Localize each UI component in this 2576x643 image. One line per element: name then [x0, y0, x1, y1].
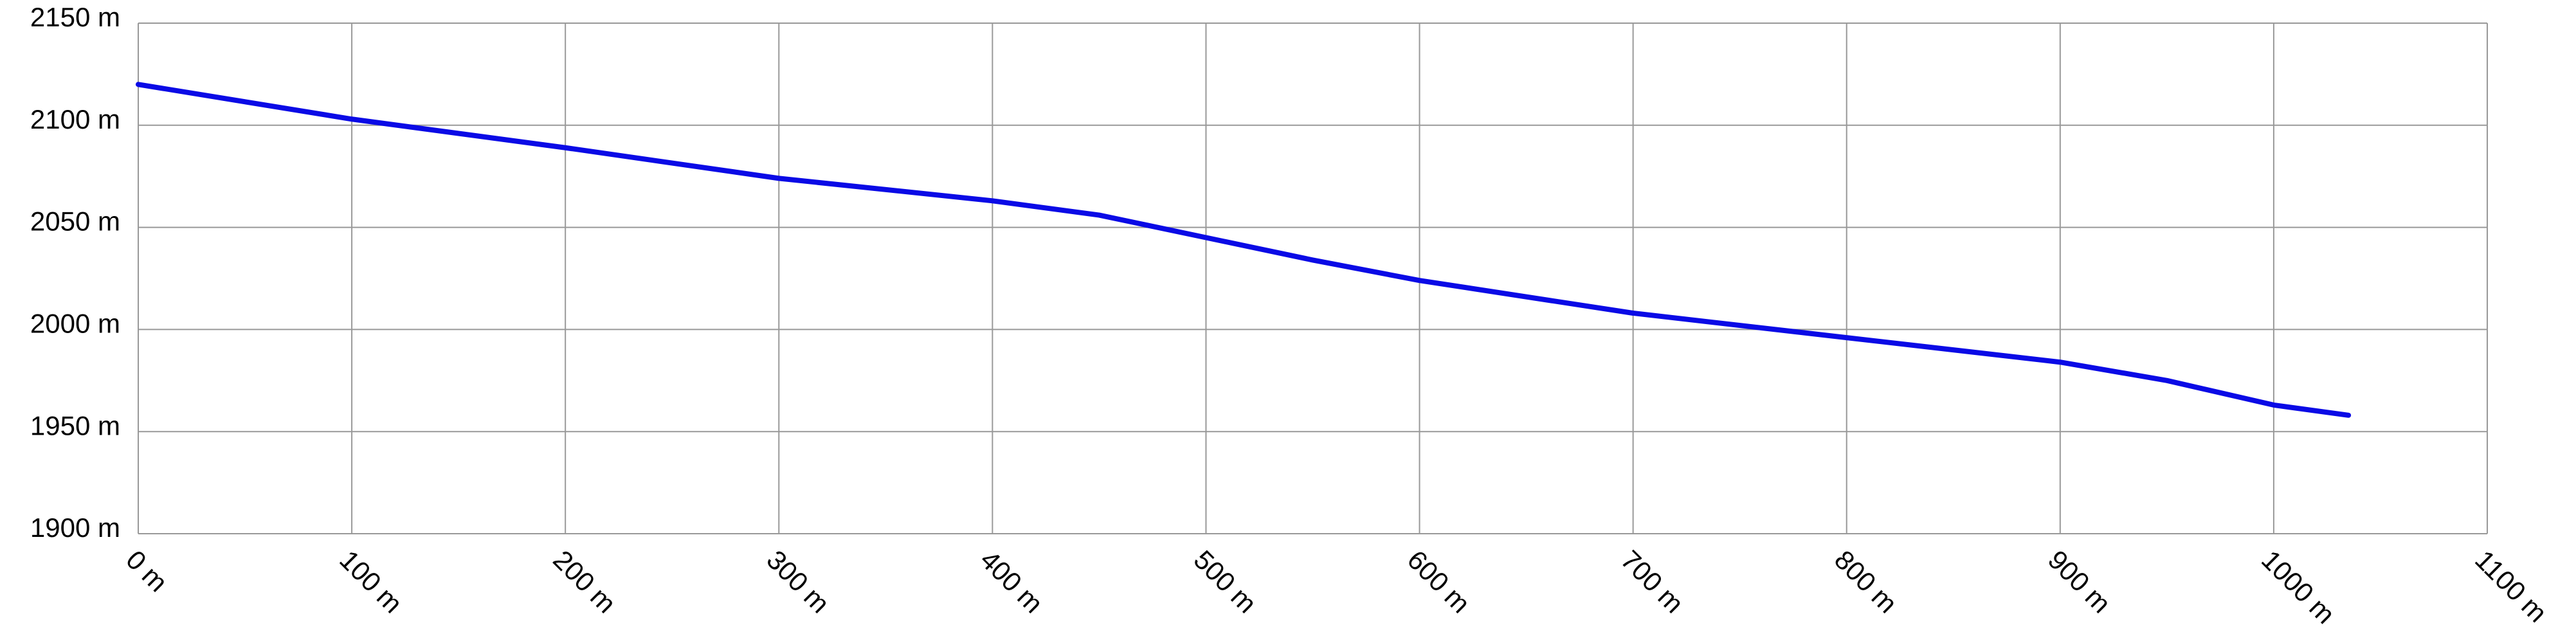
- y-tick-label: 2050 m: [30, 206, 120, 237]
- y-tick-label: 1900 m: [30, 512, 120, 543]
- x-tick-label: 500 m: [1188, 545, 1263, 619]
- x-tick-label: 700 m: [1615, 545, 1690, 619]
- x-tick-label: 0 m: [120, 545, 174, 598]
- x-tick-label: 1100 m: [2469, 545, 2553, 628]
- x-tick-label: 800 m: [1829, 545, 1903, 619]
- y-tick-label: 2100 m: [30, 104, 120, 134]
- y-tick-label: 1950 m: [30, 410, 120, 440]
- x-tick-label: 300 m: [761, 545, 835, 619]
- x-tick-label: 1000 m: [2256, 545, 2341, 629]
- x-tick-label: 600 m: [1402, 545, 1476, 619]
- x-tick-label: 400 m: [974, 545, 1049, 619]
- y-tick-label: 2150 m: [30, 2, 120, 32]
- x-tick-label: 100 m: [334, 545, 408, 619]
- y-tick-label: 2000 m: [30, 308, 120, 338]
- elevation-line: [136, 82, 2352, 418]
- x-tick-label: 200 m: [547, 545, 622, 619]
- x-tick-label: 900 m: [2042, 545, 2117, 619]
